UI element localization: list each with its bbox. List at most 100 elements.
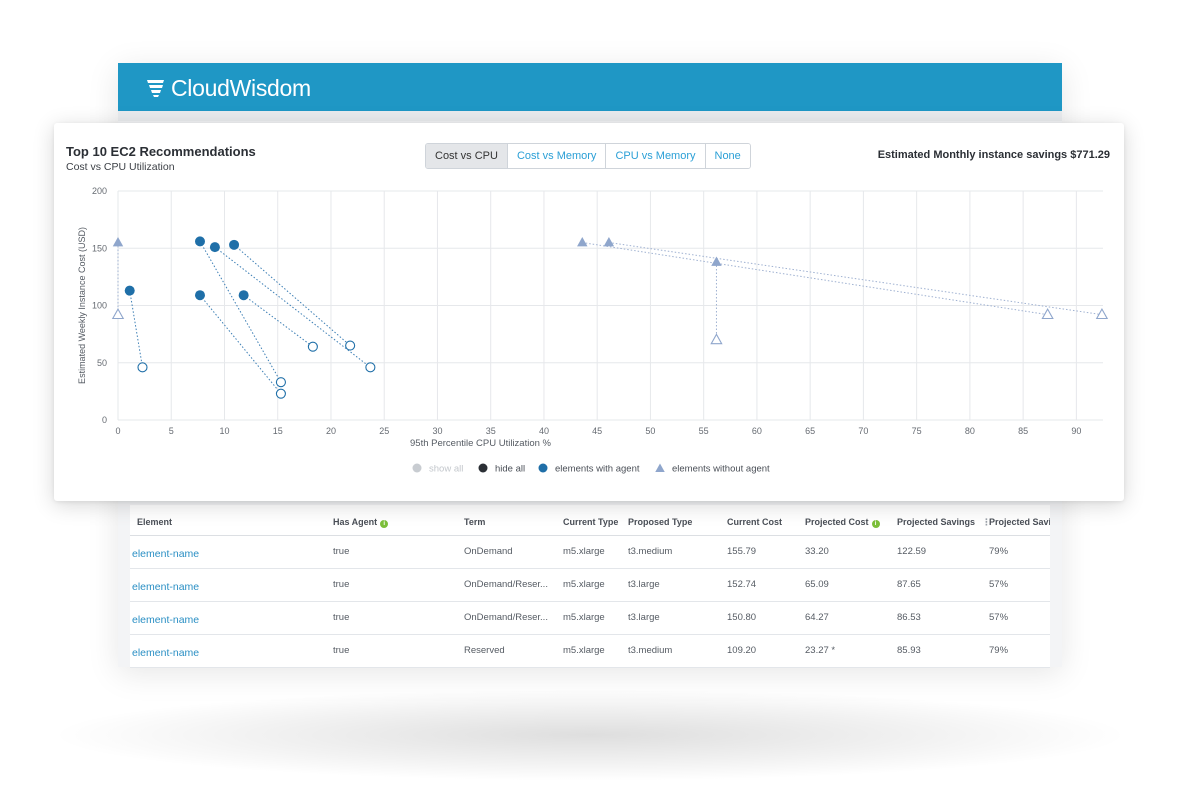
current-type-cell: m5.xlarge (563, 612, 605, 623)
col-term[interactable]: Term (464, 517, 486, 527)
y-tick-label: 100 (92, 301, 107, 311)
x-tick-label: 25 (379, 426, 389, 436)
y-tick-label: 50 (97, 358, 107, 368)
current-point[interactable] (603, 237, 615, 247)
x-tick-label: 0 (115, 426, 120, 436)
proposed-point[interactable] (365, 362, 376, 373)
col-has-agent[interactable]: Has Agent i (333, 517, 389, 528)
info-icon[interactable]: i (871, 520, 880, 528)
floor-shadow (60, 690, 1120, 780)
current-point[interactable] (711, 256, 722, 266)
current-point[interactable] (238, 290, 249, 301)
y-tick-label: 200 (92, 186, 107, 196)
col-current-cost[interactable]: Current Cost (727, 517, 783, 527)
projected-savings-cell: 86.53 (897, 612, 921, 623)
projected-savings-cell: 87.65 (897, 579, 921, 590)
current-point[interactable] (577, 237, 588, 247)
x-tick-label: 85 (1018, 426, 1028, 436)
current-point[interactable] (229, 239, 240, 250)
col-projected-cost[interactable]: Projected Cost i (805, 517, 880, 528)
proposed-point[interactable] (1041, 308, 1054, 320)
current-point[interactable] (209, 242, 220, 253)
x-tick-label: 80 (965, 426, 975, 436)
term-cell: OnDemand/Reser... (464, 612, 548, 623)
x-tick-label: 70 (858, 426, 868, 436)
y-tick-label: 150 (92, 243, 107, 253)
term-cell: Reserved (464, 645, 505, 656)
proposed-point[interactable] (275, 388, 286, 399)
projected-savings-pct-cell: 79% (989, 645, 1009, 656)
x-tick-label: 75 (912, 426, 922, 436)
term-cell: OnDemand/Reser... (464, 579, 548, 590)
legend-item-hide-all[interactable]: hide all (478, 463, 526, 475)
x-tick-label: 10 (219, 426, 229, 436)
recommendation-connector (582, 242, 1048, 316)
current-point[interactable] (124, 285, 135, 296)
toolbar-strip (118, 111, 1062, 121)
legend-label: hide all (495, 464, 525, 475)
proposed-type-cell: t3.large (628, 579, 660, 590)
has-agent-cell: true (333, 579, 350, 590)
element-name-link[interactable]: element-name (132, 581, 200, 593)
legend-item-elements-without-agent[interactable]: elements without agent (655, 463, 770, 475)
projected-savings-cell: 122.59 (897, 546, 927, 557)
x-tick-label: 40 (539, 426, 549, 436)
current-point[interactable] (194, 236, 205, 247)
proposed-point[interactable] (111, 308, 125, 320)
proposed-point[interactable] (275, 377, 286, 388)
app-header: CloudWisdom (118, 63, 1062, 111)
current-cost-cell: 155.79 (727, 546, 757, 557)
table-row: element-name true OnDemand/Reser... m5.xlar… (130, 569, 1050, 602)
col-projected-cost-label: Projected Cost (805, 517, 869, 527)
legend-label: show all (429, 464, 463, 475)
recommendation-connector (233, 244, 351, 346)
proposed-point[interactable] (710, 333, 723, 345)
view-option-cost-vs-cpu[interactable]: Cost vs CPU (426, 144, 507, 168)
legend-item-show-all[interactable]: show all (412, 463, 464, 475)
brand-logo[interactable]: CloudWisdom (146, 75, 311, 101)
x-tick-label: 5 (169, 426, 174, 436)
legend-marker (478, 463, 488, 473)
element-name-link[interactable]: element-name (132, 614, 200, 626)
projected-cost-cell: 23.27 * (805, 645, 836, 656)
col-proposed-type[interactable]: Proposed Type (628, 517, 693, 527)
x-tick-label: 65 (805, 426, 815, 436)
current-cost-cell: 150.80 (727, 612, 757, 623)
view-option-cost-vs-memory[interactable]: Cost vs Memory (506, 144, 606, 168)
col-resize-handle[interactable]: ⋮ (982, 517, 991, 527)
current-point[interactable] (112, 237, 124, 247)
current-cost-cell: 109.20 (727, 645, 757, 656)
scatter-chart: 0 50 100 150 200 0 5 10 15 20 25 30 35 40 45 50 55 60 65 70… (77, 186, 1109, 475)
recommendation-connector (199, 294, 282, 394)
current-cost-cell: 152.74 (727, 579, 757, 590)
current-type-cell: m5.xlarge (563, 579, 605, 590)
table-header: Element Has Agent i Term Current Type Pro… (130, 505, 1050, 536)
legend-marker (538, 463, 548, 473)
proposed-point[interactable] (1095, 308, 1109, 320)
recommendation-connector (243, 294, 314, 348)
x-tick-label: 20 (326, 426, 336, 436)
proposed-type-cell: t3.medium (628, 546, 673, 557)
element-name-link[interactable]: element-name (132, 548, 200, 560)
col-projected-savings-pct[interactable]: Projected Savi (989, 517, 1050, 527)
proposed-point[interactable] (137, 362, 148, 373)
view-option-none[interactable]: None (704, 144, 750, 168)
proposed-point[interactable] (307, 341, 318, 352)
info-icon[interactable]: i (380, 520, 389, 528)
current-point[interactable] (194, 290, 205, 301)
legend-item-elements-with-agent[interactable]: elements with agent (538, 463, 640, 475)
x-tick-label: 15 (273, 426, 283, 436)
x-axis-label: 95th Percentile CPU Utilization % (410, 438, 552, 449)
proposed-point[interactable] (345, 340, 356, 351)
legend-marker (412, 463, 422, 473)
view-toggle: Cost vs CPU Cost vs Memory CPU vs Memory No… (425, 143, 751, 169)
col-current-type[interactable]: Current Type (563, 517, 619, 527)
legend-marker (655, 463, 665, 472)
has-agent-cell: true (333, 612, 350, 623)
col-element[interactable]: Element (137, 517, 173, 527)
col-projected-savings[interactable]: Projected Savings (897, 517, 976, 527)
x-tick-label: 45 (592, 426, 602, 436)
element-name-link[interactable]: element-name (132, 647, 200, 659)
x-tick-label: 60 (752, 426, 762, 436)
view-option-cpu-vs-memory[interactable]: CPU vs Memory (605, 144, 705, 168)
